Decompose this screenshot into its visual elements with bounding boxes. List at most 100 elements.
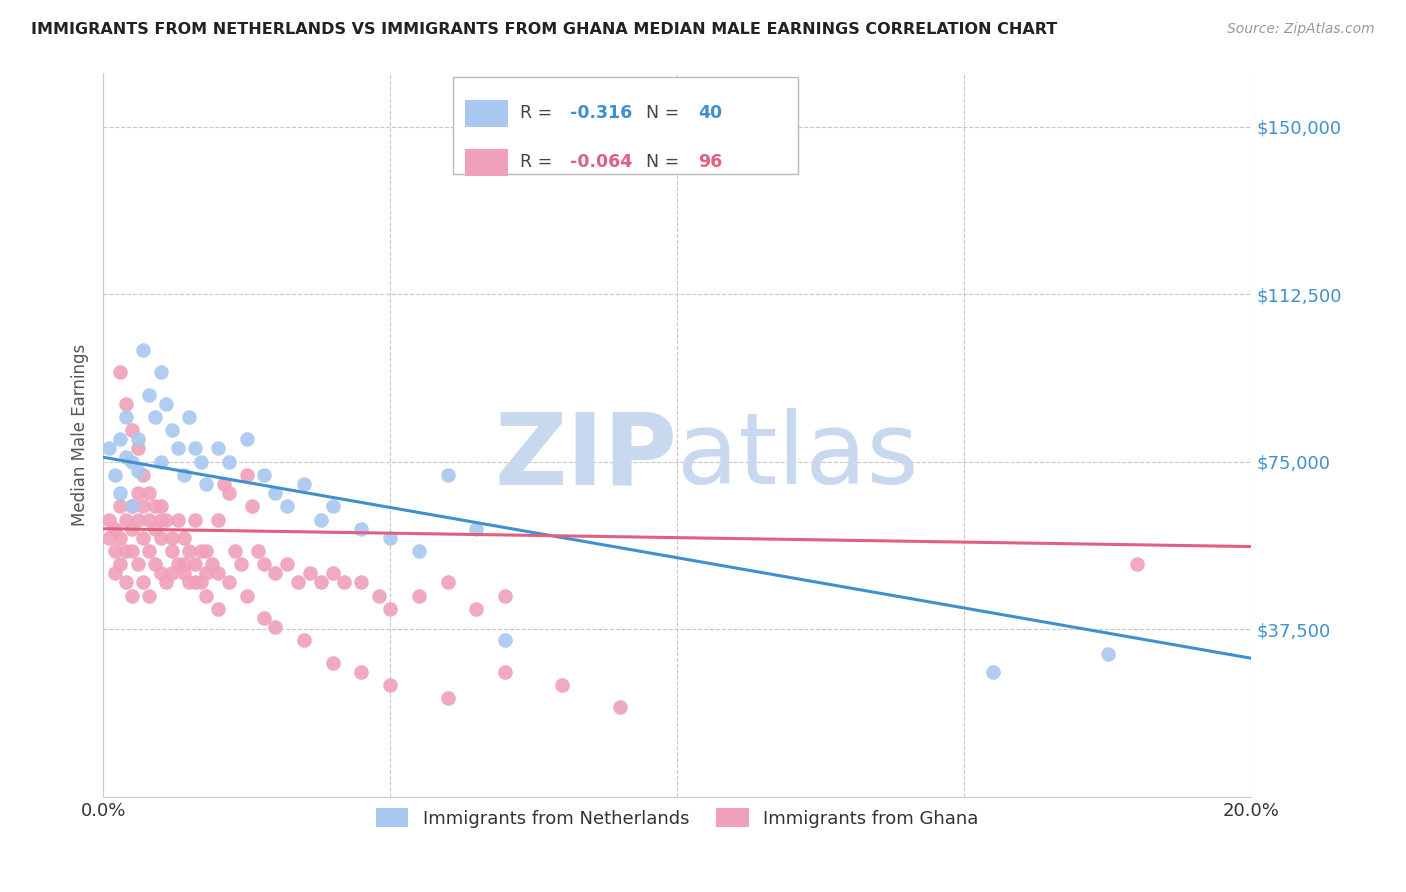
FancyBboxPatch shape bbox=[465, 149, 509, 176]
Point bbox=[350, 575, 373, 590]
Point bbox=[138, 544, 160, 558]
Point bbox=[436, 468, 458, 483]
FancyBboxPatch shape bbox=[453, 77, 797, 174]
Point bbox=[184, 575, 207, 590]
Point bbox=[207, 602, 229, 616]
Point bbox=[465, 602, 488, 616]
FancyBboxPatch shape bbox=[465, 100, 509, 127]
Point bbox=[218, 486, 240, 500]
Point bbox=[110, 365, 132, 379]
Point bbox=[110, 558, 132, 572]
Point bbox=[115, 575, 138, 590]
Point bbox=[149, 365, 172, 379]
Text: -0.316: -0.316 bbox=[571, 104, 633, 122]
Point bbox=[218, 575, 240, 590]
Text: IMMIGRANTS FROM NETHERLANDS VS IMMIGRANTS FROM GHANA MEDIAN MALE EARNINGS CORREL: IMMIGRANTS FROM NETHERLANDS VS IMMIGRANT… bbox=[31, 22, 1057, 37]
Point bbox=[143, 409, 166, 424]
Point bbox=[121, 544, 143, 558]
Point bbox=[132, 575, 155, 590]
Point bbox=[127, 433, 149, 447]
Point bbox=[247, 544, 270, 558]
Point bbox=[160, 566, 183, 581]
Point bbox=[1097, 647, 1119, 661]
Point bbox=[311, 513, 333, 527]
Point bbox=[121, 455, 143, 469]
Point bbox=[436, 575, 458, 590]
Point bbox=[253, 611, 276, 625]
Point bbox=[121, 589, 143, 603]
Point bbox=[104, 468, 127, 483]
Point bbox=[173, 558, 195, 572]
Point bbox=[380, 531, 402, 545]
Point bbox=[298, 566, 321, 581]
Point bbox=[292, 477, 315, 491]
Point bbox=[138, 486, 160, 500]
Point bbox=[322, 566, 344, 581]
Text: atlas: atlas bbox=[678, 409, 920, 505]
Point bbox=[322, 500, 344, 514]
Point bbox=[166, 558, 188, 572]
Point bbox=[179, 544, 201, 558]
Point bbox=[242, 500, 264, 514]
Text: N =: N = bbox=[647, 153, 685, 171]
Point bbox=[132, 500, 155, 514]
Point bbox=[166, 513, 188, 527]
Point bbox=[264, 566, 287, 581]
Point bbox=[149, 500, 172, 514]
Point bbox=[138, 589, 160, 603]
Point bbox=[1125, 558, 1147, 572]
Point bbox=[184, 513, 207, 527]
Point bbox=[149, 455, 172, 469]
Point bbox=[127, 464, 149, 478]
Point bbox=[184, 558, 207, 572]
Point bbox=[149, 566, 172, 581]
Point bbox=[195, 477, 218, 491]
Point bbox=[115, 513, 138, 527]
Point bbox=[121, 500, 143, 514]
Point bbox=[190, 455, 212, 469]
Point bbox=[110, 433, 132, 447]
Point bbox=[253, 558, 276, 572]
Point bbox=[149, 531, 172, 545]
Point bbox=[212, 477, 235, 491]
Text: 96: 96 bbox=[697, 153, 723, 171]
Point bbox=[551, 678, 574, 692]
Point bbox=[110, 486, 132, 500]
Point bbox=[173, 468, 195, 483]
Point bbox=[138, 513, 160, 527]
Point bbox=[380, 602, 402, 616]
Point bbox=[276, 500, 298, 514]
Text: R =: R = bbox=[520, 153, 558, 171]
Point bbox=[173, 531, 195, 545]
Point bbox=[127, 442, 149, 456]
Point bbox=[115, 450, 138, 465]
Point bbox=[166, 442, 188, 456]
Point bbox=[149, 513, 172, 527]
Point bbox=[138, 387, 160, 401]
Point bbox=[127, 558, 149, 572]
Point bbox=[127, 513, 149, 527]
Point bbox=[235, 589, 257, 603]
Point bbox=[115, 396, 138, 410]
Point bbox=[367, 589, 389, 603]
Point bbox=[195, 589, 218, 603]
Text: ZIP: ZIP bbox=[495, 409, 678, 505]
Point bbox=[121, 500, 143, 514]
Y-axis label: Median Male Earnings: Median Male Earnings bbox=[72, 343, 89, 526]
Point bbox=[408, 544, 430, 558]
Point bbox=[190, 575, 212, 590]
Point bbox=[235, 468, 257, 483]
Point bbox=[264, 486, 287, 500]
Point bbox=[494, 633, 516, 648]
Point bbox=[104, 544, 127, 558]
Point bbox=[179, 575, 201, 590]
Point bbox=[264, 620, 287, 634]
Point bbox=[207, 442, 229, 456]
Text: Source: ZipAtlas.com: Source: ZipAtlas.com bbox=[1227, 22, 1375, 37]
Point bbox=[195, 566, 218, 581]
Point bbox=[160, 544, 183, 558]
Point bbox=[110, 500, 132, 514]
Text: R =: R = bbox=[520, 104, 558, 122]
Point bbox=[380, 678, 402, 692]
Point bbox=[132, 468, 155, 483]
